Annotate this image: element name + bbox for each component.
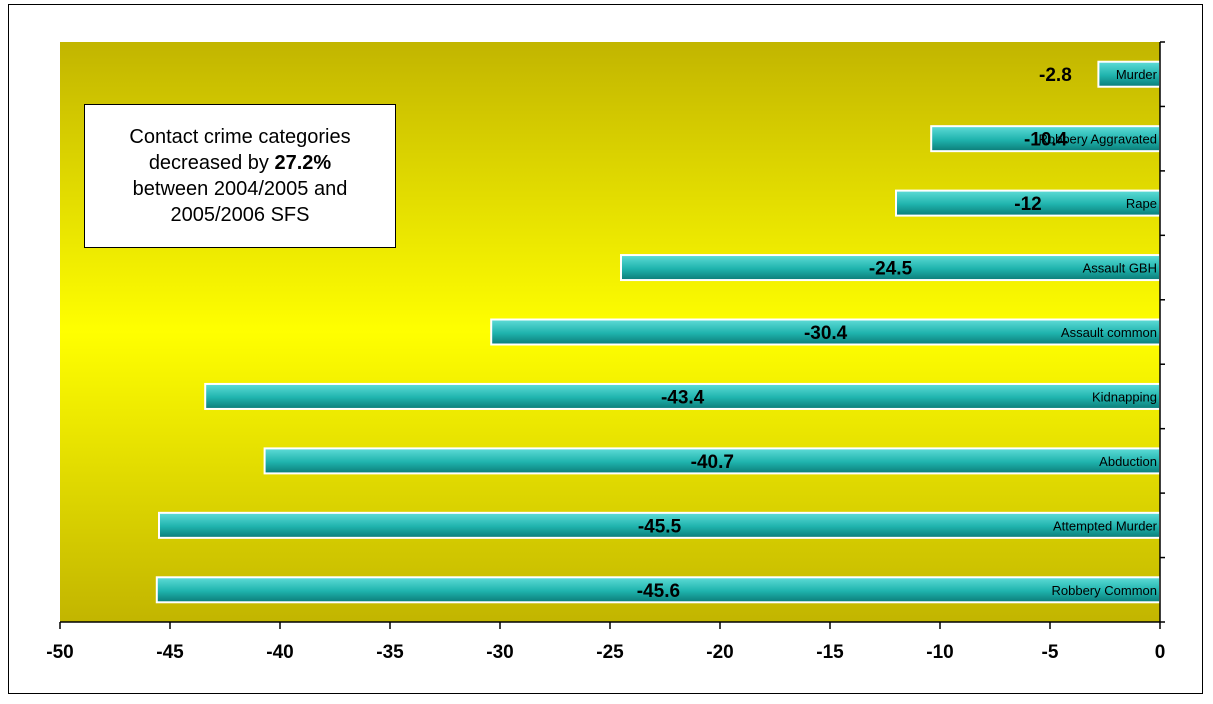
x-tick-label-4: -30 (486, 642, 513, 663)
bar-3 (620, 254, 1161, 282)
value-label-5: -43.4 (661, 387, 705, 408)
x-tick-label-6: -20 (706, 642, 733, 663)
bar-4 (490, 318, 1161, 346)
annotation-box: Contact crime categories decreased by 27… (84, 104, 396, 248)
annotation-line-2-prefix: decreased by (148, 152, 275, 174)
category-label-8: Robbery Common (1052, 583, 1158, 598)
x-axis: -50 -45 -40 -35 -30 -25 -20 -15 -10 -5 0 (46, 41, 1166, 663)
x-tick-label-5: -25 (596, 642, 624, 663)
bar-7 (158, 511, 1161, 539)
annotation-percentage: 27.2% (274, 152, 332, 174)
annotation-line-1: Contact crime categories (129, 126, 351, 148)
category-label-0: Murder (1116, 67, 1158, 82)
bar-0 (1097, 60, 1162, 88)
x-tick-label-9: -5 (1042, 642, 1059, 663)
category-label-3: Assault GBH (1083, 261, 1157, 276)
annotation-line-2: decreased by 27.2% (129, 150, 350, 176)
x-tick-label-10: 0 (1155, 642, 1166, 663)
x-tick-label-0: -50 (46, 642, 73, 663)
x-tick-label-8: -10 (926, 642, 953, 663)
value-label-2: -12 (1014, 194, 1041, 215)
value-label-3: -24.5 (869, 259, 913, 280)
category-label-1: Robbery Aggravated (1038, 132, 1157, 147)
value-label-8: -45.6 (637, 581, 680, 602)
category-label-7: Attempted Murder (1053, 518, 1158, 533)
bar-8 (155, 576, 1162, 604)
x-tick-label-3: -35 (376, 642, 404, 663)
value-label-1: -10.4 (1024, 130, 1068, 151)
category-label-6: Abduction (1099, 454, 1157, 469)
value-label-4: -30.4 (804, 323, 848, 344)
value-label-7: -45.5 (638, 516, 682, 537)
bar-6 (263, 447, 1162, 475)
annotation-line-4: 2005/2006 SFS (170, 204, 310, 226)
annotation-line-3: between 2004/2005 and (132, 178, 348, 200)
value-label-0: -2.8 (1039, 65, 1072, 86)
category-label-2: Rape (1126, 196, 1157, 211)
bar-1 (930, 125, 1162, 153)
value-label-6: -40.7 (691, 452, 734, 473)
x-tick-label-1: -45 (156, 642, 184, 663)
bar-5 (204, 382, 1161, 410)
x-tick-label-2: -40 (266, 642, 293, 663)
x-tick-label-7: -15 (816, 642, 844, 663)
category-label-5: Kidnapping (1092, 389, 1157, 404)
category-label-4: Assault common (1061, 325, 1157, 340)
